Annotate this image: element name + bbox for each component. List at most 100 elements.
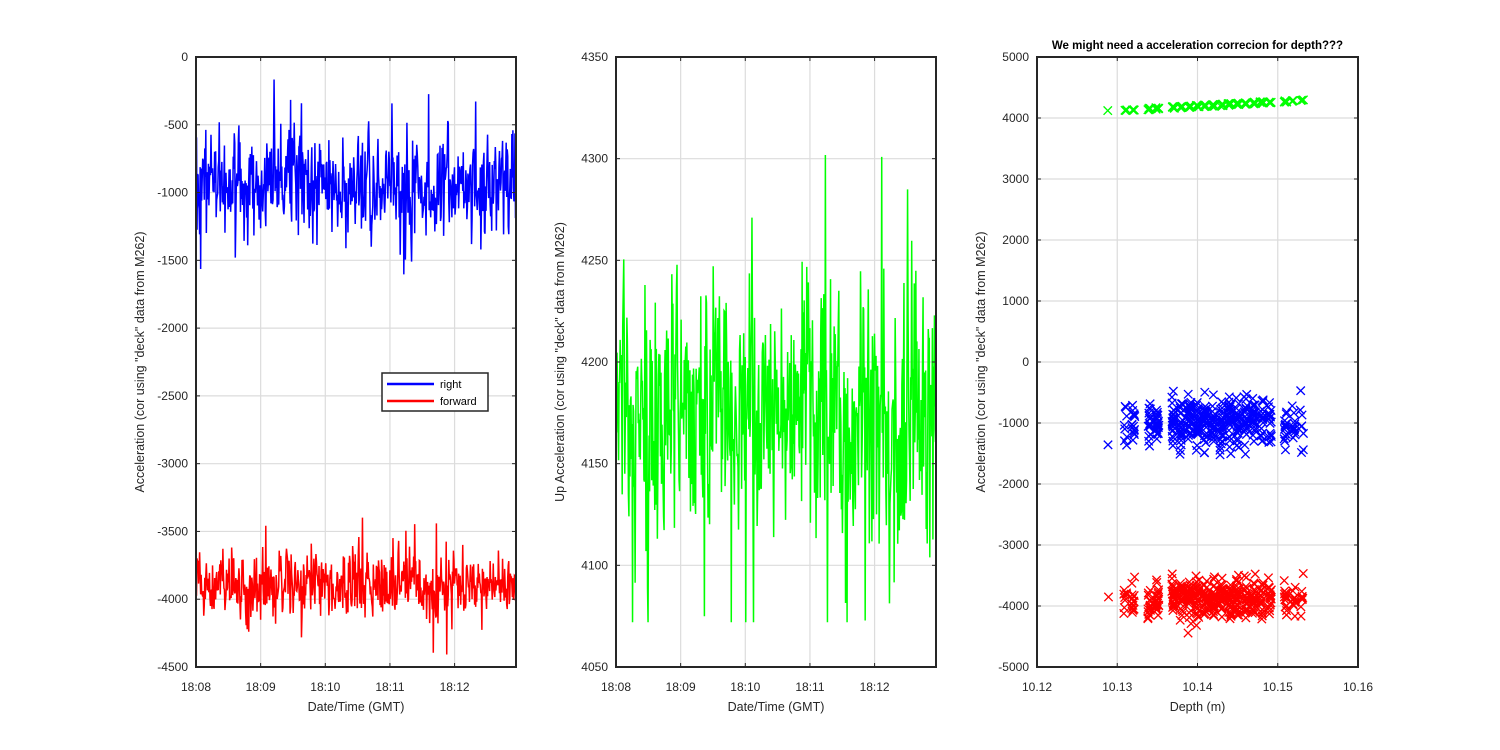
scatter-point <box>1232 436 1242 446</box>
scatter-point <box>1215 586 1225 596</box>
scatter-point <box>1215 426 1225 436</box>
scatter-point <box>1119 585 1129 595</box>
scatter-point <box>1296 386 1306 396</box>
scatter-point <box>1266 98 1276 108</box>
y-tick-label: 4000 <box>1002 111 1029 125</box>
scatter-point <box>1215 596 1226 606</box>
y-tick-label: 4350 <box>581 50 608 64</box>
scatter-point <box>1128 405 1138 416</box>
scatter-point <box>1231 393 1241 403</box>
scatter-point <box>1256 585 1267 596</box>
scatter-point <box>1248 400 1258 410</box>
scatter-point <box>1127 603 1137 614</box>
scatter-point <box>1168 386 1179 396</box>
y-tick-label: 4150 <box>581 457 608 471</box>
scatter-point <box>1119 420 1129 430</box>
scatter-point <box>1153 104 1163 114</box>
scatter-point <box>1151 575 1162 585</box>
scatter-point <box>1129 105 1139 115</box>
y-tick-label: 4200 <box>581 355 608 369</box>
x-tick-label: 18:12 <box>860 680 890 694</box>
scatter-point <box>1168 405 1179 415</box>
scatter-point <box>1231 594 1242 605</box>
scatter-point <box>1289 425 1299 435</box>
scatter-point <box>1290 582 1300 592</box>
x-tick-label: 18:08 <box>601 680 631 694</box>
scatter-point <box>1215 595 1226 605</box>
scatter-point <box>1225 614 1235 624</box>
scatter-point <box>1175 102 1185 112</box>
scatter-point <box>1175 423 1185 433</box>
x-tick-label: 18:09 <box>666 680 696 694</box>
scatter-point <box>1129 572 1140 582</box>
scatter-point <box>1119 608 1129 619</box>
scatter-point <box>1175 408 1186 419</box>
scatter-point <box>1224 100 1234 110</box>
scatter-point <box>1200 387 1210 397</box>
scatter-point <box>1248 606 1258 616</box>
scatter-point <box>1154 420 1164 430</box>
scatter-point <box>1295 405 1305 415</box>
series-line-forward <box>196 517 516 655</box>
scatter-point <box>1103 105 1113 116</box>
x-axis-label: Depth (m) <box>1170 700 1226 714</box>
scatter-point <box>1183 421 1193 432</box>
y-axis-label: Up Acceleration (cor using "deck" data f… <box>553 222 567 502</box>
scatter-point <box>1209 610 1219 621</box>
scatter-point <box>1152 590 1163 601</box>
scatter-point <box>1167 102 1178 112</box>
scatter-point <box>1199 448 1210 458</box>
scatter-point <box>1255 411 1265 421</box>
y-tick-label: 4050 <box>581 660 608 674</box>
scatter-point <box>1288 599 1298 609</box>
x-tick-label: 18:09 <box>246 680 276 694</box>
y-tick-label: -2000 <box>998 477 1029 491</box>
scatter-point <box>1281 409 1291 419</box>
scatter-point <box>1127 578 1137 588</box>
scatter-point <box>1208 609 1219 620</box>
scatter-point <box>1176 435 1186 445</box>
scatter-point <box>1239 571 1249 581</box>
y-tick-label: -4000 <box>998 599 1029 613</box>
scatter-point <box>1192 424 1202 434</box>
scatter-point <box>1129 428 1139 438</box>
y-tick-label: -2000 <box>157 321 188 335</box>
series-line-up <box>616 155 936 623</box>
scatter-point <box>1216 407 1226 418</box>
scatter-point <box>1153 422 1163 433</box>
scatter-point <box>1152 577 1162 588</box>
scatter-point <box>1103 440 1113 450</box>
scatter-point <box>1266 431 1276 442</box>
scatter-point <box>1288 96 1298 106</box>
scatter-point <box>1232 427 1242 437</box>
scatter-point <box>1167 431 1177 442</box>
scatter-point <box>1240 440 1250 450</box>
scatter-point <box>1175 449 1185 459</box>
scatter-point <box>1265 428 1275 438</box>
scatter-point <box>1279 575 1289 586</box>
scatter-point <box>1290 416 1300 426</box>
scatter-point <box>1255 606 1266 617</box>
scatter-point <box>1263 402 1274 412</box>
scatter-point <box>1191 100 1202 111</box>
scatter-point <box>1120 595 1130 605</box>
scatter-point <box>1234 399 1244 409</box>
x-tick-label: 18:12 <box>440 680 470 694</box>
scatter-point <box>1264 410 1275 420</box>
scatter-point <box>1298 428 1309 439</box>
scatter-point <box>1226 448 1236 459</box>
scatter-point <box>1296 611 1306 621</box>
scatter-point <box>1217 573 1227 583</box>
scatter-point <box>1191 598 1201 608</box>
scatter-point <box>1248 393 1258 404</box>
y-tick-label: -500 <box>164 118 188 132</box>
scatter-point <box>1298 445 1308 455</box>
scatter-point <box>1183 389 1193 399</box>
scatter-point <box>1167 579 1177 589</box>
x-tick-label: 18:11 <box>375 680 404 694</box>
y-tick-label: 4100 <box>581 558 608 572</box>
scatter-point <box>1280 436 1290 446</box>
axes-box <box>195 56 517 668</box>
scatter-point <box>1120 424 1130 434</box>
scatter-point <box>1130 411 1140 422</box>
